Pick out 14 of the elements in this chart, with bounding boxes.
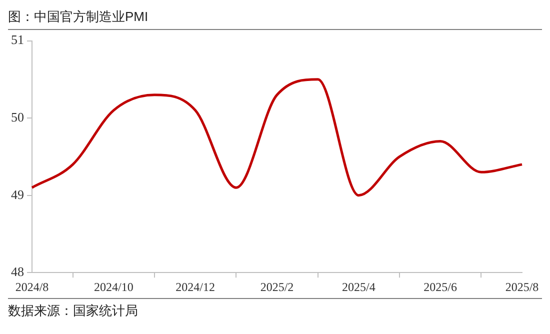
x-tick-label: 2025/6 [424,280,458,294]
x-tick-label: 2025/2 [260,280,294,294]
x-tick-label: 2024/10 [94,280,134,294]
x-tick-label: 2024/12 [176,280,216,294]
y-tick-label: 48 [11,264,24,280]
y-tick-label: 50 [11,109,24,124]
x-tick-label: 2025/8 [505,280,539,294]
line-series [30,78,524,197]
x-tick-label: 2024/8 [15,280,49,294]
chart-title: 图：中国官方制造业PMI [8,8,542,30]
y-tick-label: 49 [11,186,24,202]
y-tick-label: 51 [11,32,24,48]
source-note: 数据来源：国家统计局 [8,298,542,320]
x-tick-label: 2025/4 [342,280,376,294]
